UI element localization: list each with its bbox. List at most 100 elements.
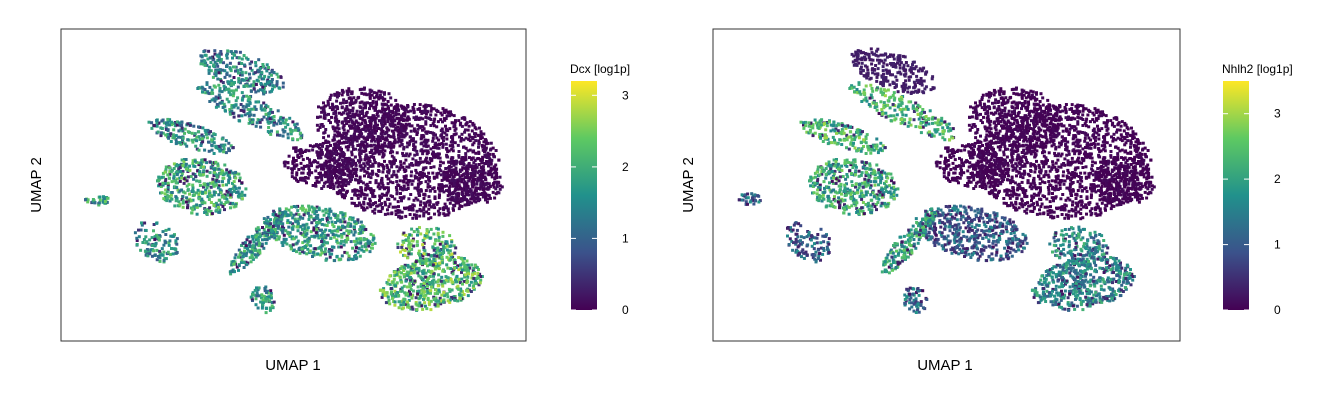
- umap-cell-point: [469, 280, 473, 284]
- umap-cell-point: [169, 170, 173, 174]
- umap-cell-point: [411, 262, 415, 266]
- umap-cell-point: [430, 254, 433, 258]
- umap-cell-point: [455, 160, 459, 164]
- umap-cell-point: [265, 225, 269, 229]
- umap-cell-point: [234, 176, 238, 180]
- umap-cell-point: [400, 265, 404, 269]
- umap-cell-point: [478, 126, 481, 130]
- umap-cell-point: [448, 114, 452, 118]
- umap-cell-point: [376, 139, 380, 143]
- umap-cell-point: [277, 237, 281, 241]
- umap-cell-point: [354, 243, 358, 247]
- umap-cell-point: [352, 225, 356, 229]
- umap-cell-point: [354, 125, 358, 129]
- umap-cell-point: [378, 139, 382, 143]
- umap-cell-point: [427, 276, 430, 280]
- umap-cell-point: [317, 172, 321, 175]
- umap-cell-point: [448, 234, 452, 238]
- umap-cell-point: [321, 209, 325, 213]
- umap-cell-point: [334, 221, 338, 224]
- umap-cell-point: [387, 106, 390, 110]
- umap-cell-point: [429, 285, 433, 289]
- umap-cell-point: [93, 201, 97, 205]
- umap-cell-point: [423, 304, 427, 308]
- umap-cell-point: [436, 155, 440, 159]
- umap-cell-point: [453, 125, 457, 129]
- umap-cell-point: [397, 215, 401, 219]
- umap-cell-point: [387, 198, 391, 201]
- umap-cell-point: [470, 276, 474, 280]
- umap-cell-point: [489, 167, 493, 171]
- umap-cell-point: [320, 187, 324, 190]
- umap-cell-point: [405, 132, 409, 136]
- umap-cell-point: [157, 175, 161, 179]
- umap-cell-point: [324, 154, 328, 158]
- umap-cell-point: [408, 135, 412, 139]
- umap-cell-point: [492, 165, 496, 169]
- umap-cell-point: [156, 235, 160, 239]
- umap-cell-point: [472, 149, 476, 153]
- umap-cell-point: [301, 250, 305, 254]
- umap-cell-point: [313, 247, 317, 251]
- umap-cell-point: [493, 177, 497, 180]
- umap-cell-point: [409, 269, 413, 272]
- umap-cell-point: [229, 144, 233, 148]
- umap-cell-point: [316, 213, 320, 217]
- umap-cell-point: [287, 154, 291, 158]
- umap-cell-point: [377, 152, 381, 156]
- umap-cell-point: [281, 85, 285, 89]
- umap-cell-point: [443, 131, 447, 135]
- umap-cell-point: [177, 123, 181, 127]
- umap-cell-point: [389, 194, 393, 198]
- umap-cell-point: [388, 134, 392, 138]
- umap-cell-point: [380, 133, 384, 137]
- umap-cell-point: [169, 193, 173, 197]
- umap-cell-point: [423, 249, 427, 253]
- umap-cell-point: [308, 158, 311, 162]
- umap-cell-point: [339, 220, 343, 224]
- umap-cell-point: [350, 119, 354, 123]
- umap-cell-point: [362, 200, 366, 204]
- umap-cell-point: [248, 244, 252, 248]
- umap-cell-point: [339, 211, 343, 215]
- umap-cell-point: [459, 281, 462, 285]
- umap-cell-point: [340, 233, 344, 237]
- umap-cell-point: [370, 148, 374, 152]
- umap-cell-point: [402, 303, 406, 306]
- umap-cell-point: [265, 117, 269, 121]
- umap-cell-point: [474, 200, 478, 204]
- umap-cell-point: [135, 243, 139, 246]
- umap-cell-point: [407, 142, 411, 145]
- umap-cell-point: [208, 191, 212, 195]
- umap-cell-point: [176, 204, 180, 208]
- umap-cell-point: [430, 107, 434, 110]
- umap-cell-point: [268, 90, 272, 94]
- umap-cell-point: [272, 218, 276, 222]
- umap-cell-point: [497, 158, 501, 162]
- umap-cell-point: [286, 136, 290, 140]
- umap-cell-point: [451, 207, 455, 211]
- umap-cell-point: [426, 151, 430, 154]
- umap-cell-point: [292, 164, 296, 168]
- umap-cell-point: [397, 294, 401, 298]
- umap-cell-point: [428, 179, 432, 183]
- umap-cell-point: [191, 172, 195, 176]
- umap-cell-point: [178, 141, 182, 145]
- umap-cell-point: [428, 131, 432, 134]
- umap-cell-point: [194, 144, 198, 148]
- umap-cell-point: [345, 189, 349, 193]
- umap-cell-point: [263, 108, 267, 112]
- umap-cell-point: [234, 103, 238, 107]
- umap-cell-point: [364, 153, 368, 157]
- umap-cell-point: [180, 158, 184, 162]
- umap-cell-point: [195, 179, 199, 183]
- umap-cell-point: [204, 191, 208, 195]
- umap-cell-point: [301, 216, 305, 220]
- umap-cell-point: [421, 149, 425, 153]
- umap-cell-point: [211, 182, 215, 186]
- umap-cell-point: [463, 203, 467, 207]
- umap-cell-point: [461, 282, 464, 286]
- umap-cell-point: [164, 228, 168, 232]
- umap-cell-point: [244, 56, 248, 60]
- umap-cell-point: [424, 271, 428, 275]
